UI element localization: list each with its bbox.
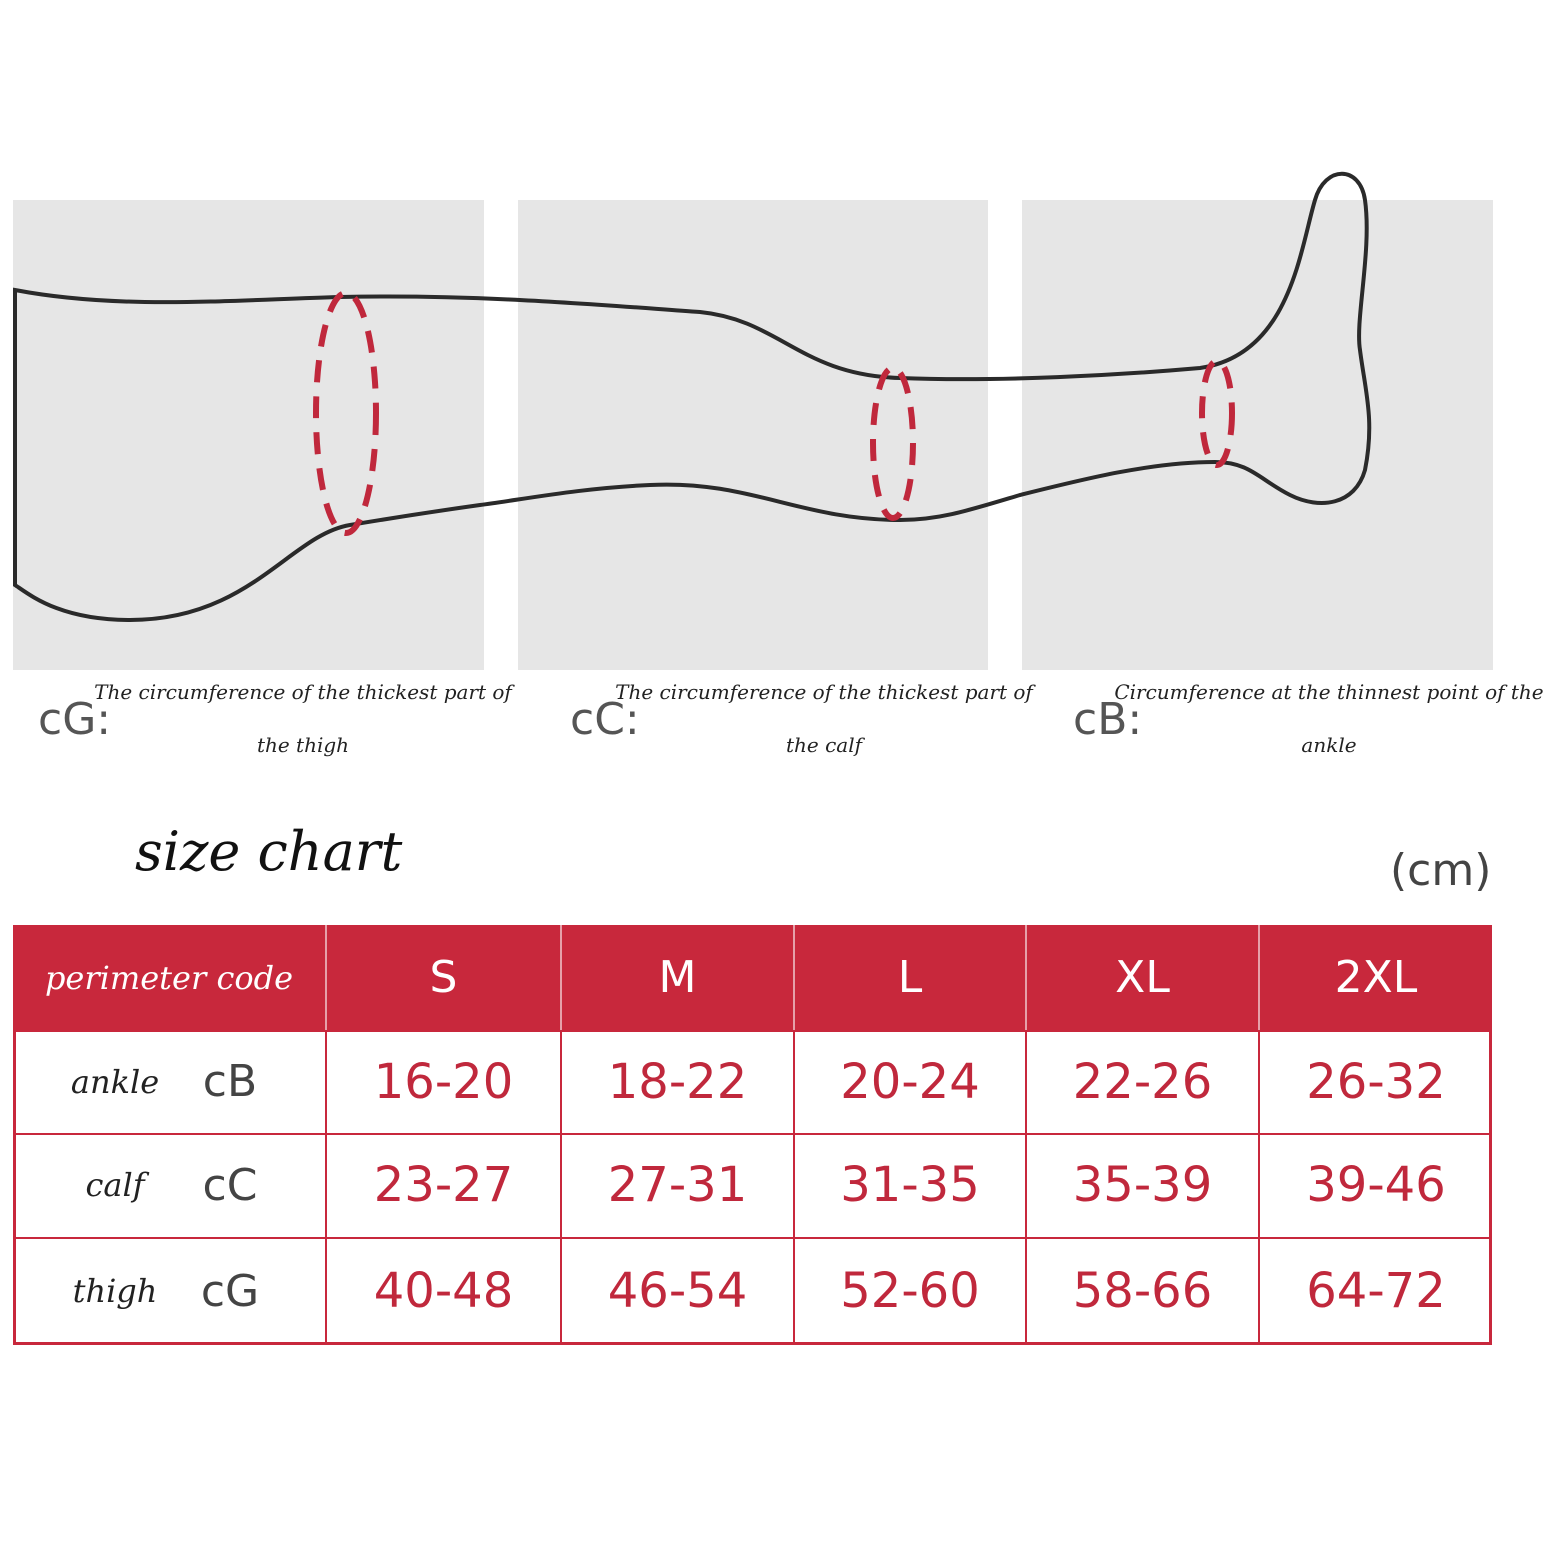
panel-caption: the thigh bbox=[256, 733, 350, 757]
size-value: 46-54 bbox=[560, 1237, 793, 1345]
panel-caption: the calf bbox=[785, 733, 863, 757]
row-divider bbox=[13, 1030, 1492, 1032]
panel-code: cG: bbox=[38, 694, 112, 745]
row-name: calf bbox=[85, 1166, 145, 1204]
size-value: 58-66 bbox=[1025, 1237, 1258, 1345]
panel-caption: The circumference of the thickest part o… bbox=[94, 680, 512, 704]
leg-diagram bbox=[13, 171, 1493, 670]
header-cell: S bbox=[325, 925, 560, 1030]
calf-marker bbox=[870, 365, 916, 521]
header-cell: 2XL bbox=[1258, 925, 1492, 1030]
row-divider bbox=[13, 1237, 1492, 1239]
row-code: cG bbox=[200, 1265, 260, 1317]
row-divider bbox=[13, 1133, 1492, 1135]
size-value: 31-35 bbox=[793, 1133, 1025, 1237]
panel-caption: The circumference of the thickest part o… bbox=[615, 680, 1033, 704]
size-value: 23-27 bbox=[325, 1133, 560, 1237]
size-value: 26-32 bbox=[1258, 1030, 1492, 1133]
thigh-marker bbox=[313, 290, 379, 536]
panel-bg bbox=[518, 200, 988, 670]
header-cell: XL bbox=[1025, 925, 1258, 1030]
size-value: 64-72 bbox=[1258, 1237, 1492, 1345]
size-value: 35-39 bbox=[1025, 1133, 1258, 1237]
row-name: ankle bbox=[70, 1062, 160, 1101]
panel-code: cB: bbox=[1073, 694, 1143, 745]
panel-code: cC: bbox=[570, 694, 640, 745]
row-name: thigh bbox=[72, 1272, 158, 1310]
leg-outline bbox=[13, 171, 1372, 623]
header-cell: perimeter code bbox=[13, 925, 325, 1030]
panel-bg bbox=[1022, 200, 1493, 670]
size-value: 52-60 bbox=[793, 1237, 1025, 1345]
size-value: 39-46 bbox=[1258, 1133, 1492, 1237]
header-cell: L bbox=[793, 925, 1025, 1030]
size-value: 40-48 bbox=[325, 1237, 560, 1345]
row-code: cC bbox=[202, 1159, 258, 1211]
panel-caption: Circumference at the thinnest point of t… bbox=[1114, 680, 1544, 704]
size-value: 20-24 bbox=[793, 1030, 1025, 1133]
panel-caption: ankle bbox=[1301, 733, 1357, 757]
panel-bg bbox=[13, 200, 484, 670]
size-value: 16-20 bbox=[325, 1030, 560, 1133]
header-cell: M bbox=[560, 925, 793, 1030]
ankle-marker bbox=[1199, 358, 1235, 468]
row-code: cB bbox=[202, 1056, 258, 1107]
table-title: size chart bbox=[135, 820, 403, 883]
size-value: 22-26 bbox=[1025, 1030, 1258, 1133]
size-value: 18-22 bbox=[560, 1030, 793, 1133]
unit-label: (cm) bbox=[1390, 845, 1492, 896]
size-value: 27-31 bbox=[560, 1133, 793, 1237]
